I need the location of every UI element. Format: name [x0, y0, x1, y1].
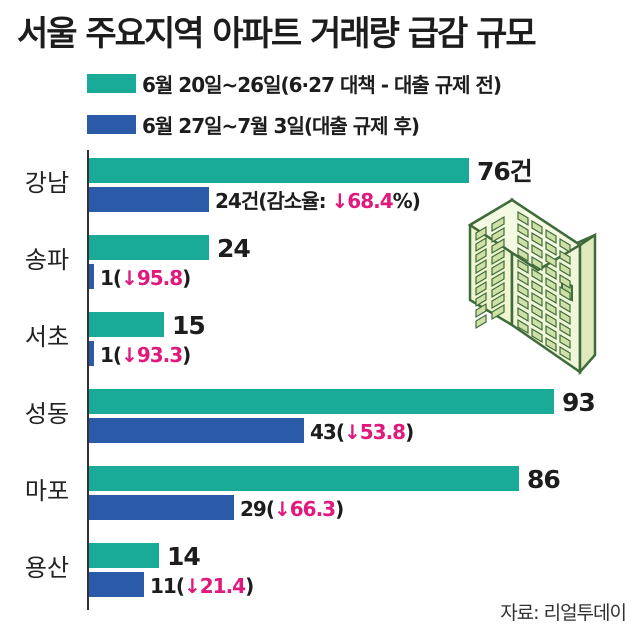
category-label-3: 성동	[25, 400, 69, 428]
legend-label-after: 6월 27일~7월 3일(대출 규제 후)	[142, 113, 420, 138]
bar-before-label-3: 93	[562, 388, 595, 417]
bar-before-1	[89, 235, 209, 260]
source-note: 자료: 리얼투데이	[500, 602, 627, 624]
category-label-5: 용산	[25, 554, 69, 582]
category-label-4: 마포	[25, 477, 69, 505]
bar-before-3	[89, 389, 554, 414]
bar-before-4	[89, 466, 519, 491]
bar-before-label-2: 15	[172, 311, 205, 340]
apartment-building-icon	[467, 197, 597, 376]
legend-item-before: 6월 20일~26일(6·27 대책 - 대출 규제 전)	[87, 70, 502, 97]
bar-after-5	[89, 572, 144, 597]
bar-after-label-2: 1(↓93.3)	[100, 343, 190, 367]
bar-before-label-1: 24	[217, 234, 250, 263]
bar-group: 강남 76건 24건(감소율: ↓68.4%) 송파 24 1(↓95.8) 서초 15 1(↓…	[25, 157, 596, 598]
bar-before-0	[89, 158, 469, 183]
bar-after-label-3: 43(↓53.8)	[310, 420, 413, 444]
bar-after-label-0: 24건(감소율: ↓68.4%)	[215, 189, 420, 213]
legend-swatch-after	[87, 114, 136, 134]
bar-after-label-5: 11(↓21.4)	[150, 574, 253, 598]
bar-before-label-5: 14	[167, 542, 200, 571]
bar-after-1	[89, 264, 94, 289]
bar-after-label-1: 1(↓95.8)	[100, 266, 190, 290]
category-label-0: 강남	[25, 169, 69, 197]
bar-after-4	[89, 495, 234, 520]
bar-after-0	[89, 187, 209, 212]
bar-before-label-4: 86	[527, 465, 560, 494]
bar-after-2	[89, 341, 94, 366]
bar-before-label-0: 76건	[477, 157, 532, 186]
category-label-2: 서초	[25, 323, 69, 351]
bar-before-2	[89, 312, 164, 337]
chart-title: 서울 주요지역 아파트 거래량 급감 규모	[17, 14, 537, 54]
legend-label-before: 6월 20일~26일(6·27 대책 - 대출 규제 전)	[142, 72, 502, 97]
bar-after-3	[89, 418, 304, 443]
bar-before-5	[89, 543, 159, 568]
category-label-1: 송파	[25, 246, 69, 274]
legend-swatch-before	[87, 73, 136, 93]
bar-after-label-4: 29(↓66.3)	[240, 497, 343, 521]
legend-item-after: 6월 27일~7월 3일(대출 규제 후)	[87, 111, 420, 138]
